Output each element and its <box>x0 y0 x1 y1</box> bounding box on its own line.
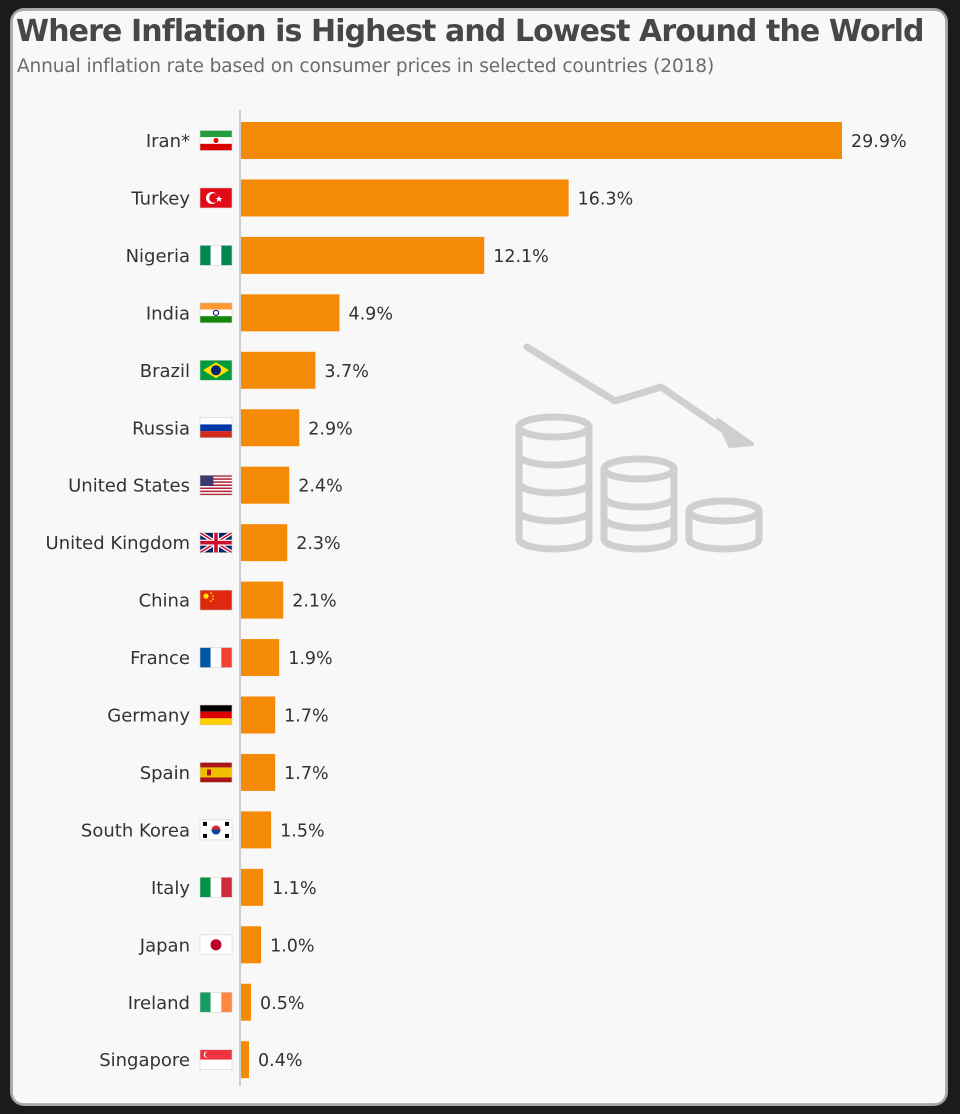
bar-italy <box>241 868 264 906</box>
bar-turkey <box>241 179 569 217</box>
category-label-united-states: United States <box>68 476 190 497</box>
value-label-italy: 1.1% <box>272 879 316 899</box>
value-label-nigeria: 12.1% <box>493 247 549 267</box>
value-label-turkey: 16.3% <box>578 189 634 209</box>
turkey-flag-icon <box>199 187 233 209</box>
category-label-iran: Iran* <box>146 131 190 152</box>
bar-united-kingdom <box>241 524 288 562</box>
declining-coins-icon <box>515 343 763 553</box>
chart-subtitle: Annual inflation rate based on consumer … <box>17 56 715 77</box>
bar-india <box>241 294 340 332</box>
category-label-russia: Russia <box>132 418 190 439</box>
bar-spain <box>241 753 276 791</box>
bar-china <box>241 581 284 619</box>
south-korea-flag-icon <box>199 819 233 841</box>
category-label-united-kingdom: United Kingdom <box>46 533 190 554</box>
russia-flag-icon <box>199 417 233 439</box>
france-flag-icon <box>199 647 233 668</box>
category-label-south-korea: South Korea <box>81 820 190 841</box>
value-label-india: 4.9% <box>348 304 392 324</box>
bar-singapore <box>241 1041 250 1079</box>
category-label-spain: Spain <box>140 763 190 784</box>
value-label-brazil: 3.7% <box>324 362 368 382</box>
value-label-south-korea: 1.5% <box>280 821 324 841</box>
bar-russia <box>241 409 300 447</box>
value-label-germany: 1.7% <box>284 707 328 727</box>
value-label-china: 2.1% <box>292 592 336 612</box>
nigeria-flag-icon <box>199 245 233 266</box>
value-label-russia: 2.9% <box>308 419 352 439</box>
category-label-japan: Japan <box>139 935 190 956</box>
category-label-nigeria: Nigeria <box>126 246 190 267</box>
value-label-france: 1.9% <box>288 649 332 669</box>
italy-flag-icon <box>199 877 233 898</box>
brazil-flag-icon <box>199 359 233 381</box>
category-label-ireland: Ireland <box>128 993 190 1014</box>
value-label-iran: 29.9% <box>851 132 907 152</box>
category-label-india: India <box>146 303 190 324</box>
category-label-brazil: Brazil <box>140 361 190 382</box>
ireland-flag-icon <box>199 991 233 1013</box>
bar-brazil <box>241 351 316 389</box>
bar-japan <box>241 926 262 964</box>
category-label-france: France <box>130 648 190 669</box>
iran-flag-icon <box>199 130 233 151</box>
value-label-united-kingdom: 2.3% <box>296 534 340 554</box>
uk-flag-icon <box>198 530 234 555</box>
chart-title: Where Inflation is Highest and Lowest Ar… <box>16 14 924 49</box>
category-label-singapore: Singapore <box>99 1050 190 1071</box>
india-flag-icon <box>199 302 233 324</box>
value-label-singapore: 0.4% <box>258 1051 302 1071</box>
china-flag-icon <box>199 589 233 611</box>
category-label-italy: Italy <box>151 878 190 899</box>
category-label-turkey: Turkey <box>130 188 190 209</box>
japan-flag-icon <box>199 934 233 956</box>
value-label-ireland: 0.5% <box>260 994 304 1014</box>
value-label-united-states: 2.4% <box>298 477 342 497</box>
value-label-japan: 1.0% <box>270 936 314 956</box>
value-label-spain: 1.7% <box>284 764 328 784</box>
bar-united-states <box>241 466 290 504</box>
category-label-germany: Germany <box>107 706 190 727</box>
singapore-flag-icon <box>199 1049 233 1070</box>
bar-ireland <box>241 983 252 1021</box>
germany-flag-icon <box>199 704 233 726</box>
bar-nigeria <box>241 236 485 274</box>
bar-germany <box>241 696 276 734</box>
bar-south-korea <box>241 811 272 849</box>
spain-flag-icon <box>199 762 233 783</box>
bar-iran <box>241 122 842 159</box>
usa-flag-icon <box>199 474 233 496</box>
category-label-china: China <box>139 591 190 612</box>
bar-france <box>241 639 280 677</box>
